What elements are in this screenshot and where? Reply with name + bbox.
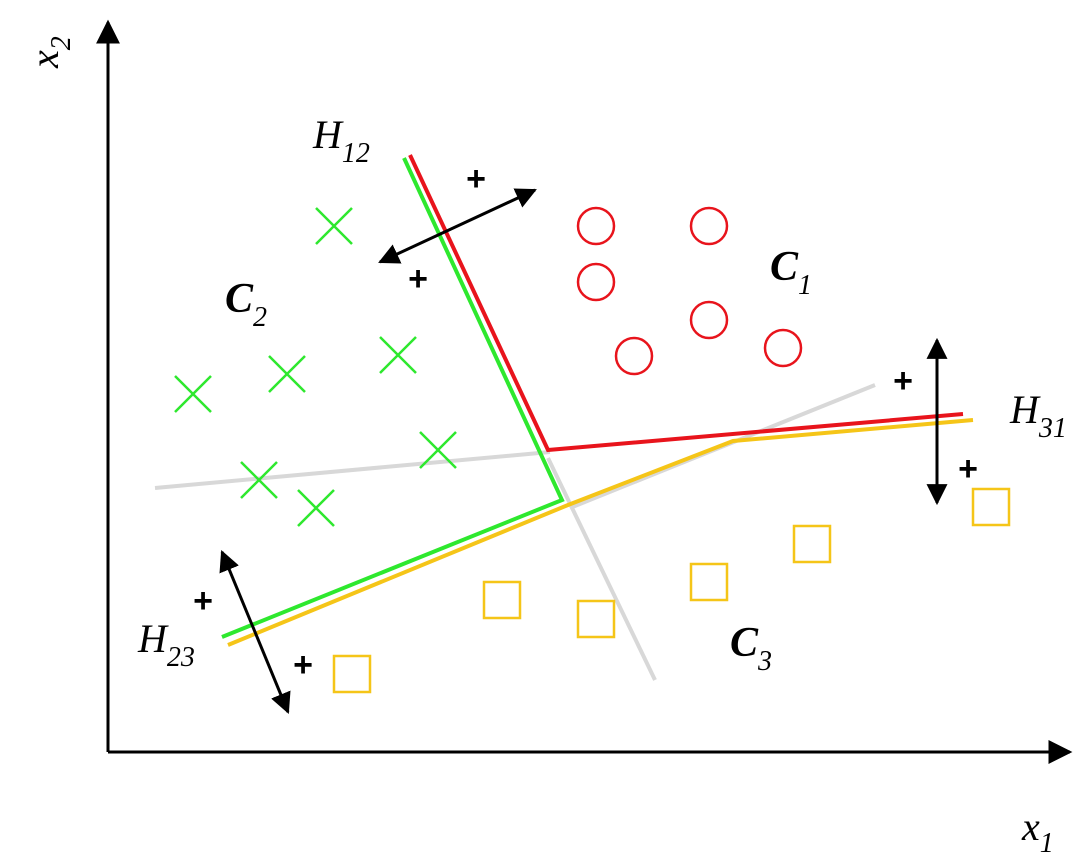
plus-h31-positive: +	[893, 362, 913, 400]
h23-arrow	[219, 550, 291, 714]
c2-point	[315, 207, 353, 245]
c2-point	[240, 461, 278, 499]
c1-point	[763, 328, 803, 368]
plus-h12-positive: +	[466, 160, 486, 198]
plus-h23-negative: +	[293, 646, 313, 684]
extension-line-h23	[546, 457, 657, 681]
c2-point	[419, 431, 457, 469]
boundary-green	[221, 157, 565, 639]
boundary-red	[408, 154, 964, 453]
c3-point	[689, 562, 729, 602]
c2-point	[174, 375, 212, 413]
c3-point	[332, 654, 372, 694]
c3-point	[792, 524, 832, 564]
plus-h12-negative: +	[408, 260, 428, 298]
h31-label: H31	[1009, 387, 1067, 444]
c3-point	[971, 487, 1011, 527]
c2-point	[268, 355, 306, 393]
extension-line-h12	[154, 450, 551, 490]
c1-label: C1	[770, 244, 812, 301]
h12-label: H12	[312, 112, 370, 169]
axes	[96, 19, 1073, 764]
class-c3-points	[332, 487, 1011, 694]
c1-point	[689, 300, 729, 340]
class-c1-points	[576, 206, 803, 376]
c2-label: C2	[225, 276, 267, 333]
boundary-lines	[221, 154, 974, 647]
x-axis-label: x1	[1021, 804, 1054, 859]
boundary-yellow	[227, 418, 974, 647]
y-axis-label-group: x2	[22, 36, 77, 69]
c2-point	[379, 336, 417, 374]
c1-point	[689, 206, 729, 246]
c3-point	[576, 599, 616, 639]
plus-h23-positive: +	[193, 582, 213, 620]
c1-point	[576, 206, 616, 246]
plus-signs: + + + + + +	[193, 160, 978, 684]
h12-arrow	[378, 188, 537, 264]
c3-label: C3	[730, 620, 772, 677]
h23-label: H23	[137, 616, 195, 673]
c2-point	[297, 489, 335, 527]
y-axis-label: x2	[22, 36, 77, 69]
c1-point	[576, 262, 616, 302]
c1-point	[614, 336, 654, 376]
direction-arrows	[219, 188, 948, 714]
class-c2-points	[174, 207, 457, 527]
plus-h31-negative: +	[958, 450, 978, 488]
c3-point	[482, 580, 522, 620]
